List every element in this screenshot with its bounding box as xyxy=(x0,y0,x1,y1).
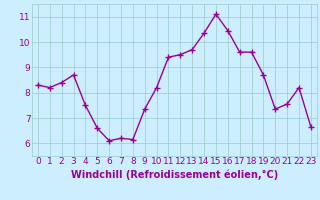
X-axis label: Windchill (Refroidissement éolien,°C): Windchill (Refroidissement éolien,°C) xyxy=(71,169,278,180)
